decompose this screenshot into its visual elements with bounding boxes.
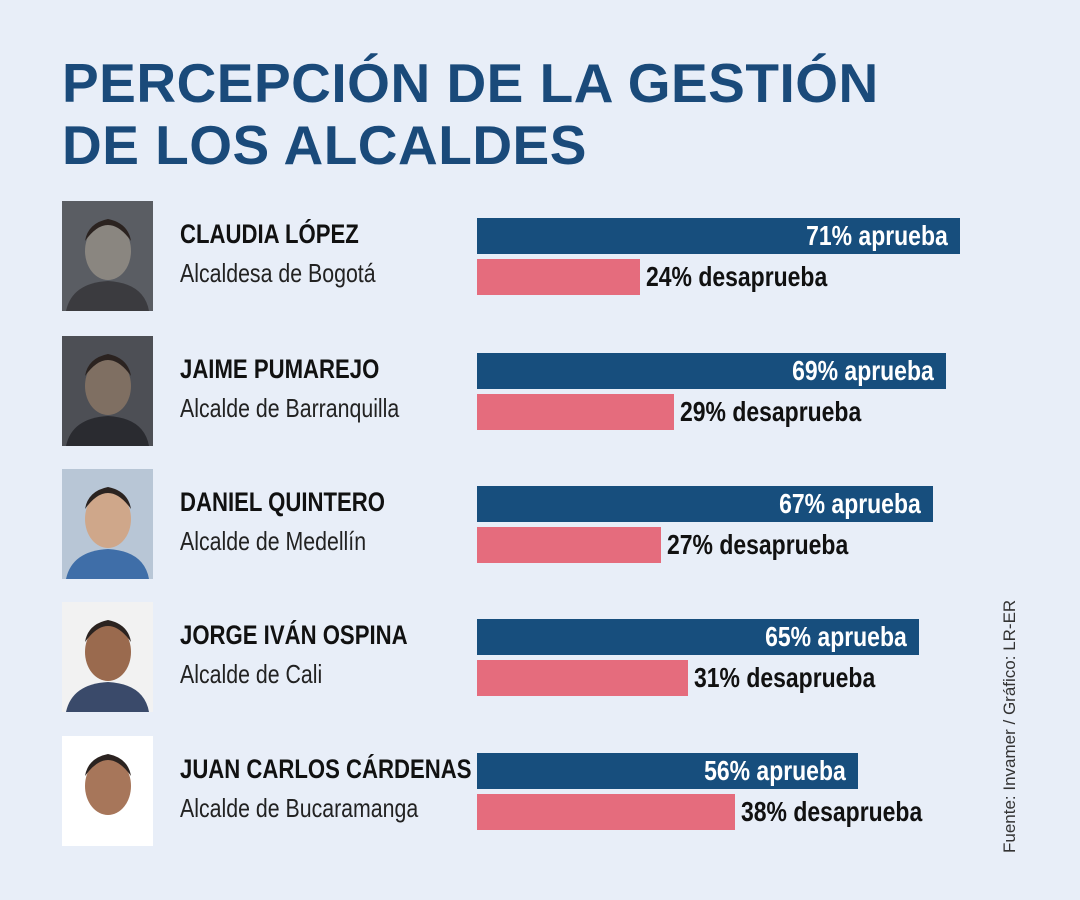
- mayor-role: Alcalde de Barranquilla: [180, 393, 400, 423]
- mayor-name: JAIME PUMAREJO: [180, 354, 380, 384]
- portrait-photo: [62, 469, 153, 579]
- mayor-row: JORGE IVÁN OSPINA Alcalde de Cali 65% apru…: [0, 602, 1080, 714]
- title-line-2: DE LOS ALCALDES: [62, 114, 587, 176]
- approve-bar: 69% aprueba: [477, 353, 947, 389]
- portrait-photo: [62, 336, 153, 446]
- disapprove-label: 38% desaprueba: [741, 796, 923, 827]
- disapprove-label: 24% desaprueba: [646, 261, 828, 292]
- disapprove-label: 31% desaprueba: [693, 662, 876, 693]
- disapprove-label: 29% desaprueba: [680, 396, 862, 427]
- disapprove-bar: [477, 660, 688, 696]
- approve-label: 67% aprueba: [778, 488, 921, 519]
- mayor-role: Alcalde de Bucaramanga: [180, 793, 419, 823]
- disapprove-label: 27% desaprueba: [666, 529, 848, 560]
- approve-bar: 67% aprueba: [477, 486, 933, 522]
- title-line-1: PERCEPCIÓN DE LA GESTIÓN: [62, 52, 879, 114]
- approve-bar: 56% aprueba: [477, 753, 858, 789]
- mayor-name: DANIEL QUINTERO: [180, 487, 386, 517]
- portrait-photo: [62, 602, 153, 712]
- mayor-name: CLAUDIA LÓPEZ: [180, 219, 359, 249]
- source-note: Fuente: Invamer / Gráfico: LR-ER: [1000, 599, 1019, 853]
- disapprove-bar: [477, 527, 661, 563]
- approve-bar: 71% aprueba: [477, 218, 960, 254]
- mayor-row: CLAUDIA LÓPEZ Alcaldesa de Bogotá 71% apru…: [0, 201, 1080, 313]
- chart-title: PERCEPCIÓN DE LA GESTIÓN DE LOS ALCALDES: [62, 52, 879, 176]
- portrait-photo: [62, 201, 153, 311]
- disapprove-bar: [477, 259, 641, 295]
- mayor-row: JUAN CARLOS CÁRDENAS Alcalde de Bucaraman…: [0, 736, 1080, 848]
- mayor-role: Alcalde de Medellín: [180, 526, 367, 556]
- portrait-photo: [62, 736, 153, 846]
- approve-label: 56% aprueba: [704, 755, 846, 786]
- mayor-role: Alcalde de Cali: [180, 659, 323, 689]
- disapprove-bar: [477, 394, 675, 430]
- approve-label: 65% aprueba: [765, 621, 907, 652]
- mayor-name: JUAN CARLOS CÁRDENAS: [180, 754, 472, 784]
- approve-label: 71% aprueba: [806, 220, 948, 251]
- mayor-row: JAIME PUMAREJO Alcalde de Barranquilla 69%…: [0, 336, 1080, 448]
- approve-label: 69% aprueba: [792, 355, 935, 386]
- approve-bar: 65% aprueba: [477, 619, 919, 655]
- disapprove-bar: [477, 794, 736, 830]
- mayor-role: Alcaldesa de Bogotá: [180, 258, 376, 288]
- mayor-row: DANIEL QUINTERO Alcalde de Medellín 67% ap…: [0, 469, 1080, 581]
- mayor-name: JORGE IVÁN OSPINA: [180, 620, 408, 650]
